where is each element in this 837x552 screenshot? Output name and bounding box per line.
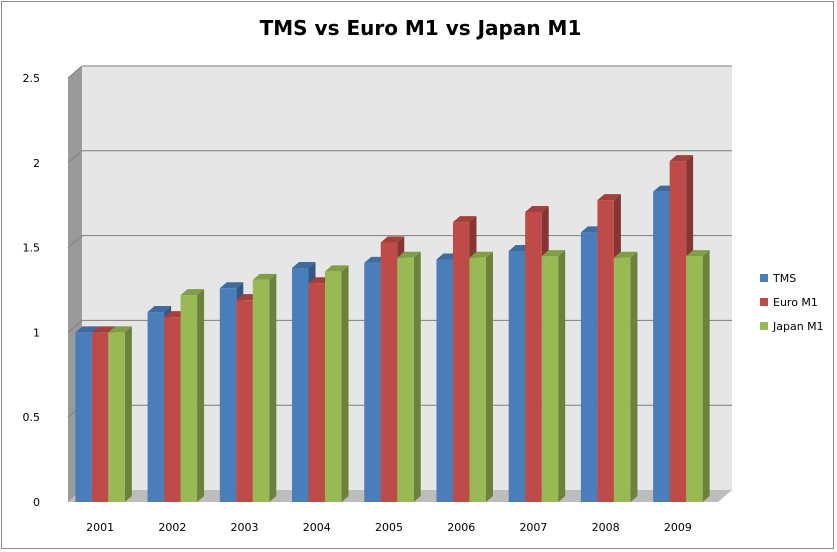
y-tick-label: 0.5	[23, 411, 41, 424]
bar-top	[292, 261, 316, 268]
legend-swatch	[760, 298, 768, 306]
x-tick-label: 2009	[664, 521, 692, 534]
legend-item: TMS	[760, 266, 836, 290]
bar	[541, 256, 559, 502]
bar-top	[380, 236, 405, 243]
bar-top	[469, 251, 493, 258]
bar	[180, 295, 198, 502]
bar	[292, 267, 309, 502]
bar-side	[341, 265, 349, 502]
bar-top	[452, 216, 477, 223]
chart-title: TMS vs Euro M1 vs Japan M1	[259, 16, 582, 40]
y-tick-label: 2	[33, 157, 40, 170]
bar-top	[91, 326, 116, 333]
bar-side	[269, 273, 277, 502]
bar-side	[124, 326, 132, 502]
bar	[380, 242, 398, 502]
bar	[653, 191, 670, 502]
bar-top	[669, 155, 694, 162]
legend-item: Euro M1	[760, 290, 836, 314]
gridline-side	[67, 65, 83, 79]
legend-swatch	[760, 322, 768, 330]
bar-top	[541, 250, 566, 257]
gridline-side	[67, 235, 83, 248]
bar-top	[525, 205, 549, 212]
legend-swatch	[760, 274, 768, 282]
x-tick-label: 2007	[519, 521, 547, 534]
bar-side	[197, 289, 205, 502]
bar	[252, 279, 270, 502]
bar	[613, 257, 631, 502]
bar	[108, 332, 125, 502]
y-tick-label: 0	[33, 496, 40, 509]
bar	[219, 288, 237, 502]
bar-top	[597, 194, 621, 201]
bar	[525, 211, 542, 502]
bar	[669, 161, 687, 502]
bar	[91, 332, 109, 502]
bar	[75, 332, 92, 502]
bar-top	[252, 273, 277, 280]
x-tick-label: 2002	[158, 521, 186, 534]
bar-side	[413, 251, 421, 502]
bar	[325, 271, 342, 502]
y-tick-label: 2.5	[23, 72, 41, 85]
bar	[164, 317, 181, 502]
bar-top	[108, 326, 132, 333]
y-tick-label: 1	[33, 326, 40, 339]
y-tick-label: 1.5	[23, 242, 41, 255]
bar-side	[702, 250, 710, 502]
bar-top	[219, 282, 244, 289]
gridline-side	[67, 320, 83, 333]
bar-top	[397, 251, 421, 258]
bar-side	[558, 250, 566, 502]
bar-top	[75, 326, 99, 333]
bar	[686, 256, 703, 502]
bar	[580, 232, 598, 502]
bar	[597, 200, 614, 502]
bar-side	[630, 251, 638, 502]
gridline-side	[67, 150, 83, 164]
x-tick-label: 2005	[375, 521, 403, 534]
bar-top	[325, 265, 349, 272]
x-tick-label: 2004	[303, 521, 331, 534]
x-tick-label: 2006	[447, 521, 475, 534]
bar	[364, 262, 381, 502]
x-tick-label: 2001	[86, 521, 114, 534]
bar	[147, 312, 165, 502]
bar	[397, 257, 414, 502]
bar	[308, 283, 326, 502]
x-tick-label: 2008	[592, 521, 620, 534]
bar-top	[613, 251, 638, 258]
bar	[236, 300, 253, 502]
x-tick-label: 2003	[231, 521, 259, 534]
bar	[436, 259, 453, 502]
bar-top	[686, 250, 710, 257]
legend-label: Euro M1	[773, 295, 818, 309]
bar	[508, 250, 526, 502]
legend-label: TMS	[773, 271, 797, 285]
bar-top	[180, 289, 205, 296]
chart-legend: TMS Euro M1 Japan M1	[760, 266, 836, 338]
legend-label: Japan M1	[773, 319, 824, 333]
bar-top	[147, 306, 172, 313]
bar-side	[485, 251, 493, 502]
legend-item: Japan M1	[760, 314, 836, 338]
bar	[469, 257, 486, 502]
bar	[452, 222, 470, 502]
